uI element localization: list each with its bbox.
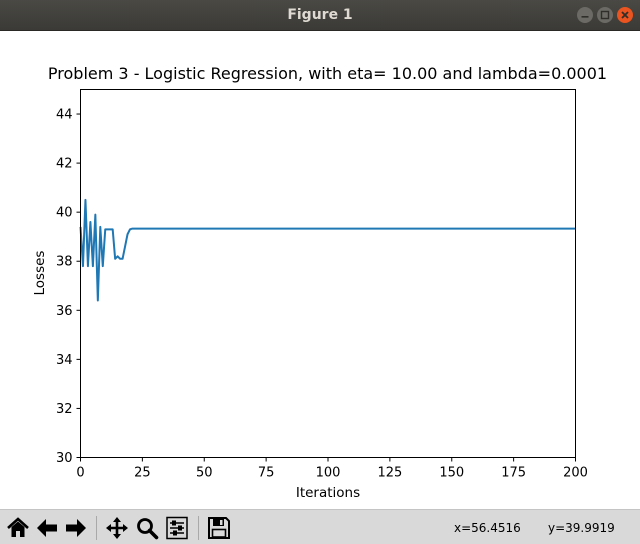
- x-tick-label: 50: [196, 466, 213, 481]
- y-coordinate-readout: y=39.9919: [548, 521, 615, 535]
- y-tick-label: 38: [56, 255, 73, 270]
- maximize-icon: [600, 10, 610, 20]
- x-tick-label: 75: [258, 466, 275, 481]
- plot-frame: [80, 89, 576, 458]
- floppy-disk-icon: [208, 517, 230, 539]
- forward-button[interactable]: [63, 515, 89, 541]
- x-tick-label: 0: [76, 466, 84, 481]
- loss-series-line: [79, 198, 576, 302]
- close-icon: [621, 11, 629, 19]
- y-tick-label: 32: [56, 402, 73, 417]
- toolbar-separator: [96, 516, 97, 540]
- home-icon: [7, 517, 29, 537]
- back-button[interactable]: [34, 515, 60, 541]
- zoom-button[interactable]: [134, 515, 160, 541]
- move-icon: [106, 517, 128, 539]
- magnifier-icon: [137, 518, 159, 540]
- y-tick-label: 44: [56, 108, 73, 123]
- x-axis-label: Iterations: [296, 485, 360, 501]
- window-titlebar: Figure 1: [0, 0, 640, 31]
- x-ticks: 0 25 50 75 100 125 150 175 200: [76, 457, 588, 481]
- x-tick-label: 175: [501, 466, 526, 481]
- configure-subplots-button[interactable]: [164, 515, 190, 541]
- y-tick-label: 40: [56, 206, 73, 221]
- maximize-button[interactable]: [597, 7, 613, 23]
- window-title: Figure 1: [287, 7, 353, 23]
- y-axis-label: Losses: [32, 251, 48, 296]
- y-tick-label: 42: [56, 157, 73, 172]
- x-tick-label: 25: [134, 466, 151, 481]
- sliders-icon: [166, 516, 188, 540]
- toolbar-separator: [198, 516, 199, 540]
- y-tick-label: 30: [56, 451, 73, 466]
- pan-button[interactable]: [104, 515, 130, 541]
- save-button[interactable]: [206, 515, 232, 541]
- arrow-left-icon: [37, 519, 57, 537]
- x-coordinate-readout: x=56.4516: [454, 521, 521, 535]
- toolbar: x=56.4516 y=39.9919: [0, 509, 640, 544]
- chart-title: Problem 3 - Logistic Regression, with et…: [47, 64, 608, 83]
- x-tick-label: 200: [563, 466, 588, 481]
- minimize-button[interactable]: [577, 7, 593, 23]
- figure-canvas[interactable]: Problem 3 - Logistic Regression, with et…: [0, 31, 640, 509]
- y-tick-label: 36: [56, 304, 73, 319]
- y-ticks: 30 32 34 36 38 40 42 44: [56, 108, 81, 466]
- x-tick-label: 125: [377, 466, 402, 481]
- x-tick-label: 100: [316, 466, 341, 481]
- x-tick-label: 150: [439, 466, 464, 481]
- minimize-icon: [581, 16, 589, 18]
- y-tick-label: 34: [56, 353, 73, 368]
- home-button[interactable]: [5, 515, 31, 541]
- arrow-right-icon: [66, 519, 86, 537]
- close-button[interactable]: [617, 7, 633, 23]
